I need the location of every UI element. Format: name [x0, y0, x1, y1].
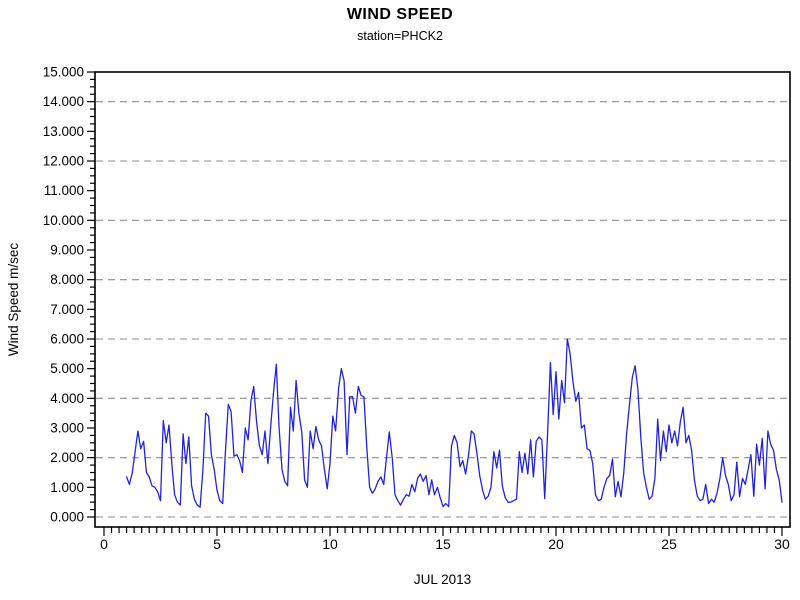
- svg-text:6.000: 6.000: [50, 331, 84, 346]
- svg-text:10: 10: [322, 536, 338, 552]
- svg-text:15: 15: [435, 536, 451, 552]
- svg-text:2.000: 2.000: [50, 450, 84, 465]
- x-axis-title: JUL 2013: [414, 572, 471, 587]
- svg-text:5: 5: [213, 536, 221, 552]
- svg-text:12.000: 12.000: [43, 153, 84, 168]
- svg-text:10.000: 10.000: [43, 213, 84, 228]
- plot-frame: [94, 71, 791, 528]
- svg-text:15.000: 15.000: [43, 64, 84, 79]
- svg-text:0.000: 0.000: [50, 510, 84, 525]
- svg-text:30: 30: [774, 536, 790, 552]
- svg-text:14.000: 14.000: [43, 94, 84, 109]
- y-axis-title: Wind Speed m/sec: [6, 243, 21, 357]
- svg-text:8.000: 8.000: [50, 272, 84, 287]
- wind-speed-line: [125, 338, 783, 508]
- x-axis-ticks: [103, 527, 783, 536]
- svg-text:3.000: 3.000: [50, 420, 84, 435]
- svg-text:1.000: 1.000: [50, 480, 84, 495]
- svg-text:20: 20: [548, 536, 564, 552]
- svg-text:5.000: 5.000: [50, 361, 84, 376]
- svg-text:13.000: 13.000: [43, 124, 84, 139]
- y-axis-ticks: [87, 71, 95, 518]
- chart-subtitle: station=PHCK2: [357, 29, 443, 43]
- svg-text:11.000: 11.000: [44, 183, 84, 198]
- svg-text:7.000: 7.000: [50, 302, 84, 317]
- svg-text:25: 25: [661, 536, 677, 552]
- x-tick-labels: 0 5 10 15 20 25 30: [100, 536, 790, 552]
- chart-title: WIND SPEED: [346, 6, 454, 23]
- svg-text:0: 0: [100, 536, 108, 552]
- y-tick-labels: 0.000 1.000 2.000 3.000 4.000 5.000 6.000 7.000…: [43, 64, 84, 524]
- svg-text:9.000: 9.000: [50, 242, 84, 257]
- svg-text:4.000: 4.000: [50, 391, 84, 406]
- y-gridlines: [96, 101, 789, 518]
